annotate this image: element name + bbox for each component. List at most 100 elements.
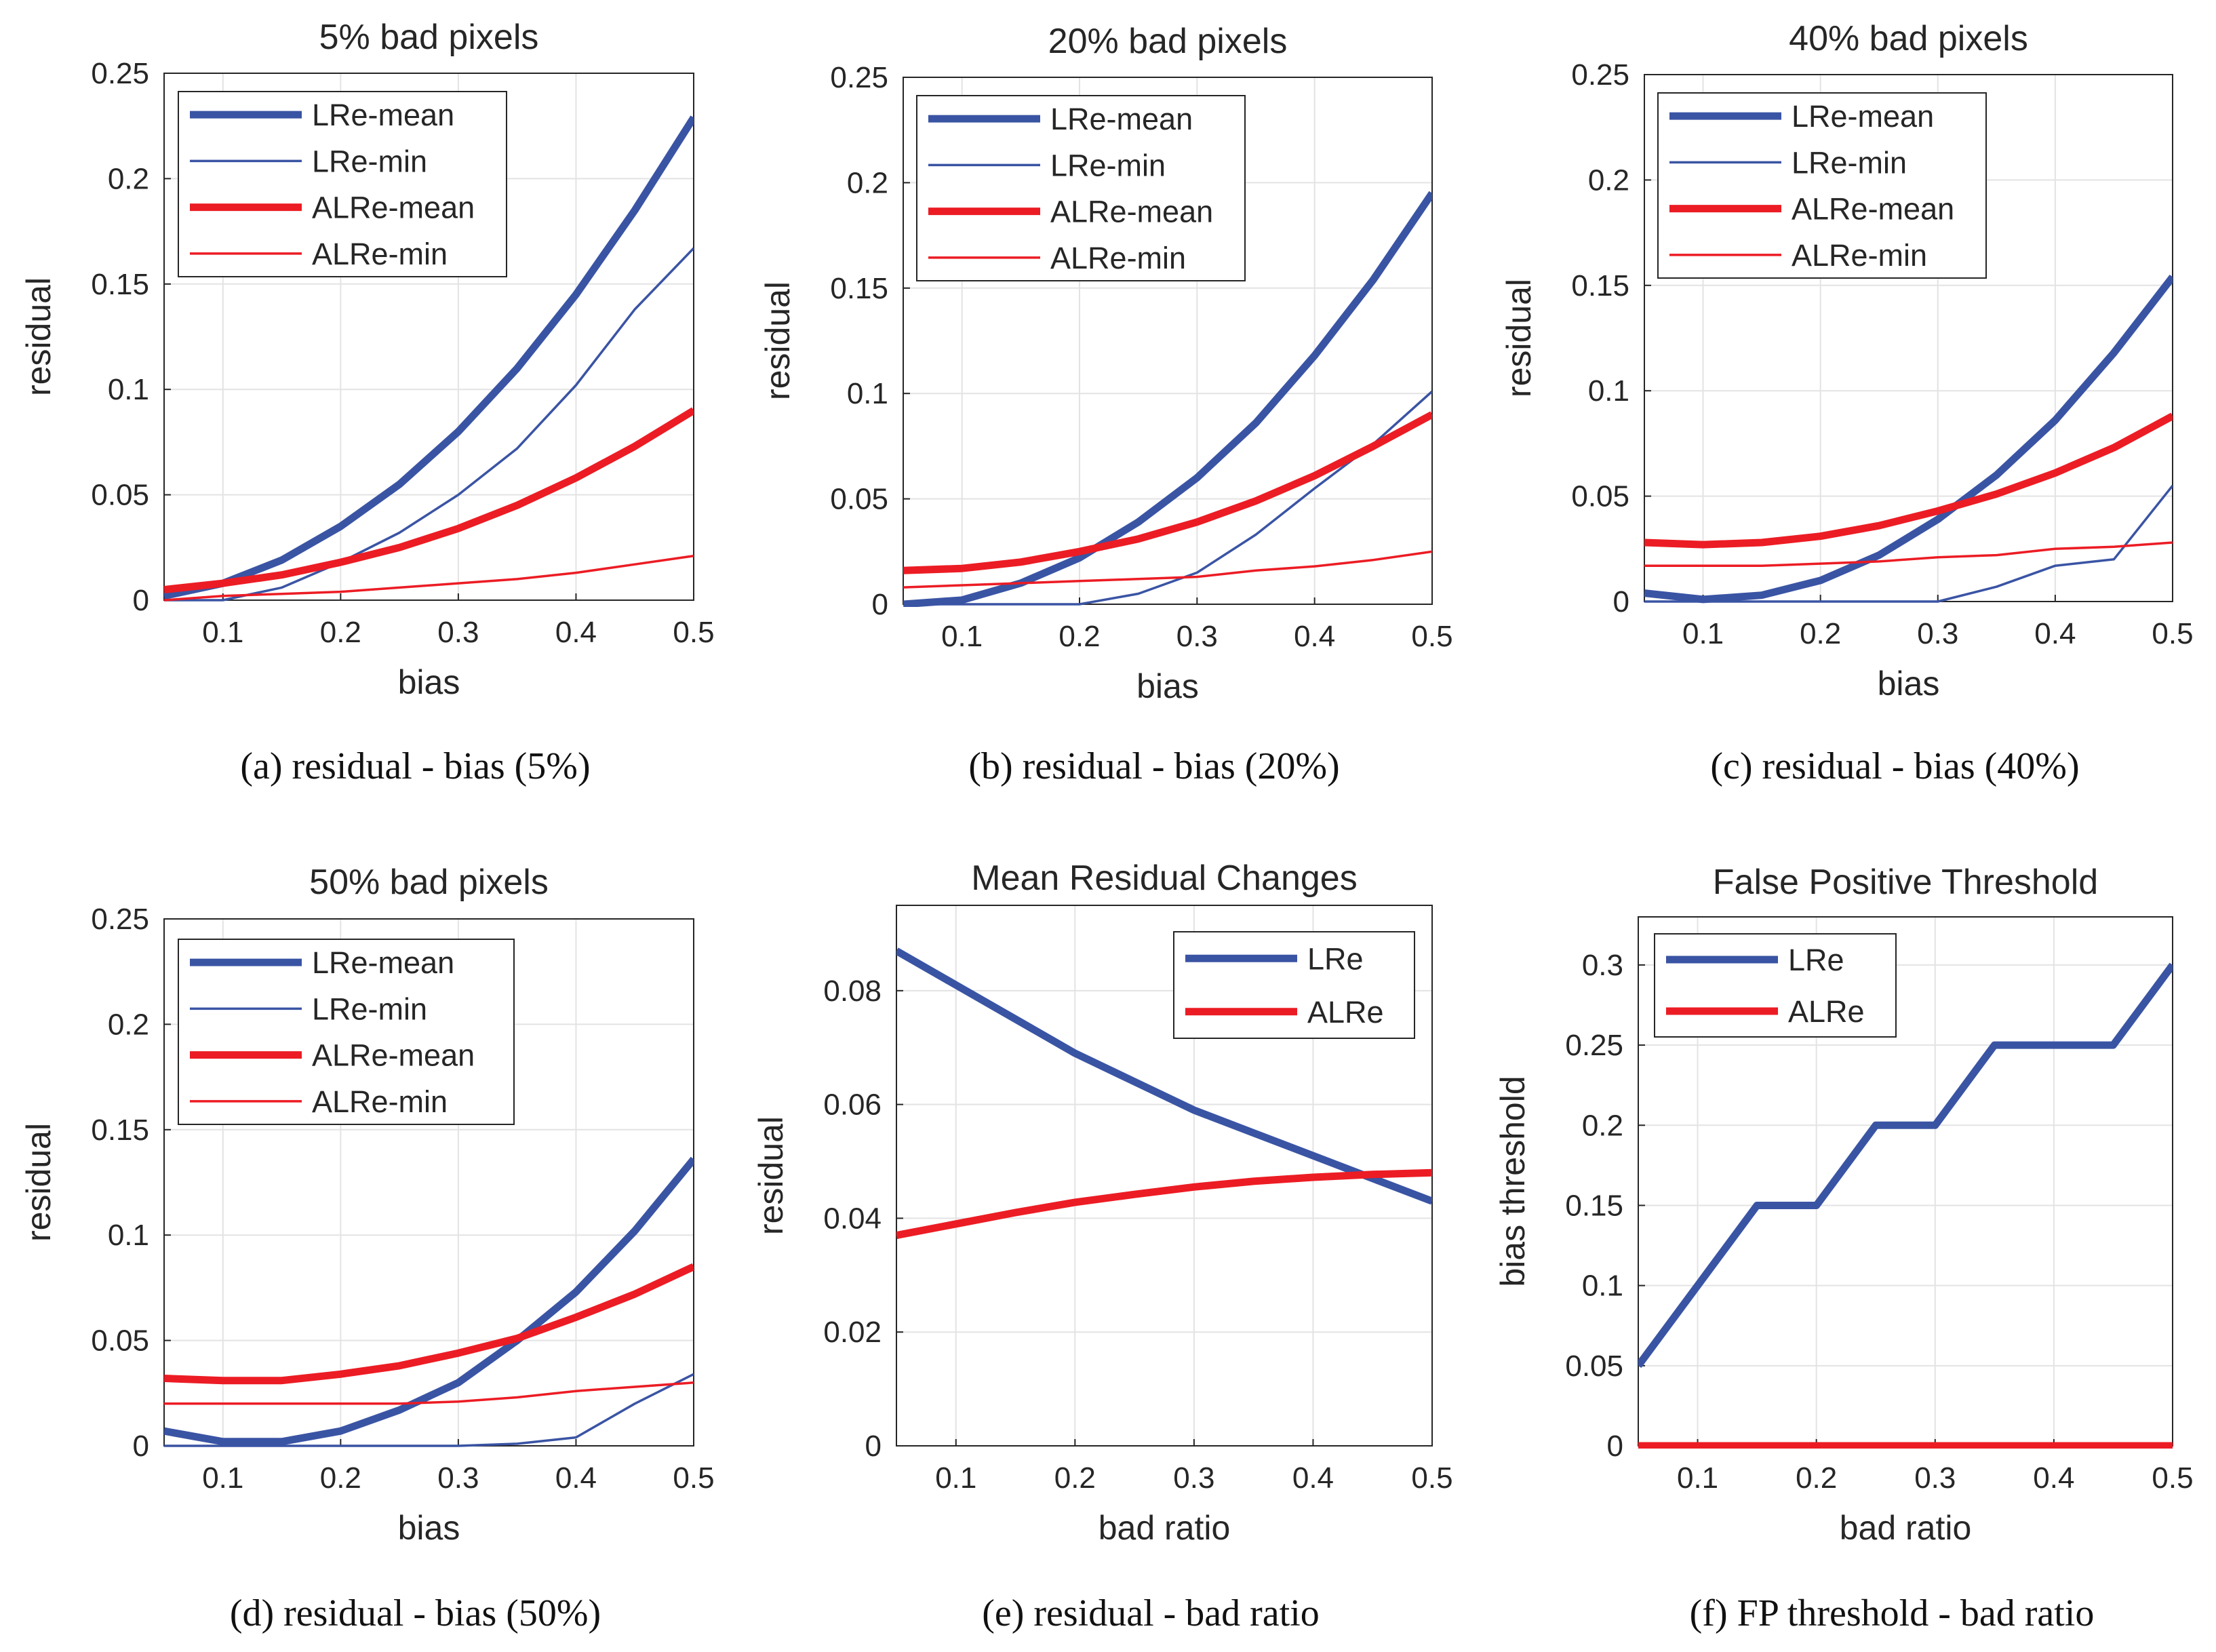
legend-label: LRe-mean	[312, 98, 454, 132]
chart-title: 5% bad pixels	[319, 18, 539, 57]
x-tick-label: 0.2	[1058, 620, 1100, 653]
y-tick-label: 0.15	[91, 1114, 149, 1147]
subfigure-caption: (c) residual - bias (40%)	[1710, 745, 2079, 787]
series-line-lre-mean	[164, 115, 694, 600]
y-tick-label: 0.1	[1588, 374, 1629, 408]
y-tick-label: 0.1	[1582, 1270, 1623, 1303]
y-axis-label: residual	[1500, 279, 1538, 397]
x-tick-label: 0.5	[2152, 617, 2193, 650]
y-tick-label: 0.3	[1582, 949, 1623, 982]
x-tick-label: 0.5	[1411, 620, 1452, 653]
x-tick-label: 0.5	[1411, 1461, 1452, 1495]
legend-label: ALRe	[1307, 995, 1384, 1029]
y-tick-label: 0.25	[830, 61, 888, 94]
legend-label: LRe-min	[1792, 145, 1907, 180]
x-tick-label: 0.1	[941, 620, 983, 653]
y-tick-label: 0.05	[830, 483, 888, 516]
chart-title: 40% bad pixels	[1789, 19, 2028, 58]
legend-box	[916, 95, 1246, 281]
y-tick-label: 0.05	[1571, 480, 1629, 513]
legend: LRe-mean LRe-min ALRe-mean ALRe-min	[178, 939, 515, 1125]
x-axis-label: bad ratio	[1099, 1509, 1231, 1547]
legend: LRe-mean LRe-min ALRe-mean ALRe-min	[178, 91, 507, 277]
y-axis-label: residual	[20, 277, 58, 396]
legend-label: LRe-mean	[312, 945, 454, 980]
y-tick-label: 0	[865, 1430, 882, 1463]
axes-box	[163, 73, 694, 601]
legend-label: ALRe-mean	[312, 191, 475, 225]
legend-label: ALRe-min	[312, 1084, 448, 1119]
y-tick-label: 0	[1607, 1430, 1623, 1463]
x-tick-label: 0.2	[320, 1461, 361, 1495]
legend-box	[178, 939, 515, 1125]
chart-panel-1: 0.1 0.2 0.3 0.4 0.5 0 0.05 0.1 0.15 0.2 0.25 5% bad…	[20, 18, 715, 787]
x-tick-label: 0.2	[1796, 1461, 1837, 1495]
y-tick-label: 0.2	[847, 166, 888, 199]
x-tick-label: 0.4	[555, 1461, 597, 1495]
y-tick-label: 0.1	[108, 373, 149, 406]
x-axis-label: bias	[1878, 665, 1940, 703]
series-line-alre-mean	[164, 1263, 694, 1385]
legend-label: LRe-min	[312, 991, 427, 1026]
x-tick-label: 0.2	[320, 616, 361, 649]
subfigure-caption: (d) residual - bias (50%)	[230, 1592, 601, 1634]
legend-label: ALRe-min	[1792, 238, 1927, 273]
y-tick-label: 0.1	[108, 1219, 149, 1252]
y-tick-label: 0	[872, 588, 888, 621]
x-tick-label: 0.1	[1682, 617, 1724, 650]
series-line-alre-min	[903, 550, 1432, 589]
y-tick-label: 0.1	[847, 377, 888, 410]
y-tick-label: 0.15	[830, 272, 888, 305]
y-tick-label: 0.25	[1565, 1029, 1623, 1062]
legend: LRe-mean LRe-min ALRe-mean ALRe-min	[1657, 92, 1987, 279]
x-axis-label: bias	[398, 663, 460, 701]
y-tick-label: 0.05	[1565, 1350, 1623, 1383]
chart-title: Mean Residual Changes	[971, 859, 1357, 898]
x-tick-label: 0.3	[1914, 1461, 1956, 1495]
legend-label: LRe-min	[312, 144, 427, 178]
subfigure-caption: (b) residual - bias (20%)	[968, 745, 1339, 787]
y-axis-label: residual	[759, 281, 797, 400]
x-tick-label: 0.5	[2152, 1461, 2193, 1495]
y-tick-label: 0.2	[1588, 163, 1629, 197]
legend-label: ALRe-min	[1050, 241, 1186, 275]
legend-label: ALRe	[1788, 994, 1865, 1029]
legend-label: LRe-mean	[1050, 102, 1193, 136]
legend-box	[178, 91, 507, 277]
y-tick-label: 0.06	[823, 1088, 882, 1122]
x-axis-label: bias	[398, 1509, 460, 1547]
y-tick-label: 0	[133, 584, 149, 617]
chart-title: False Positive Threshold	[1713, 863, 2098, 902]
x-axis-label: bad ratio	[1840, 1509, 1972, 1547]
x-tick-label: 0.1	[202, 616, 243, 649]
chart-panel-6: 0.1 0.2 0.3 0.4 0.5 0 0.05 0.1 0.15 0.2 0.25 0.3 Fal…	[1494, 863, 2194, 1634]
series-group	[164, 1156, 694, 1447]
series-line-alre-min	[164, 1381, 694, 1405]
series-line-lre-mean	[164, 1156, 694, 1446]
legend-label: ALRe-mean	[1050, 195, 1213, 229]
y-axis-label: bias threshold	[1494, 1076, 1532, 1286]
x-tick-label: 0.5	[673, 1461, 714, 1495]
legend: LRe ALRe	[1173, 931, 1415, 1039]
x-tick-label: 0.3	[1173, 1461, 1214, 1495]
x-tick-label: 0.3	[1176, 620, 1218, 653]
legend-label: LRe	[1788, 943, 1844, 977]
y-tick-label: 0.05	[91, 479, 149, 512]
y-tick-label: 0.15	[1571, 269, 1629, 302]
series-line-alre-mean	[164, 407, 694, 593]
x-tick-label: 0.1	[202, 1461, 243, 1495]
legend-label: LRe	[1307, 941, 1364, 976]
x-tick-label: 0.4	[1294, 620, 1335, 653]
legend: LRe ALRe	[1654, 933, 1897, 1038]
chart-panel-4: 0.1 0.2 0.3 0.4 0.5 0 0.05 0.1 0.15 0.2 0.25 50% ba…	[20, 863, 715, 1634]
y-tick-label: 0.02	[823, 1316, 882, 1349]
x-tick-label: 0.5	[673, 616, 714, 649]
legend-label: LRe-mean	[1792, 99, 1934, 134]
series-group	[903, 191, 1432, 607]
chart-title: 50% bad pixels	[309, 863, 549, 902]
x-tick-label: 0.4	[2034, 617, 2076, 650]
legend-label: ALRe-min	[312, 237, 448, 271]
series-line-lre-min	[1644, 485, 2173, 603]
y-axis-label: residual	[752, 1116, 790, 1235]
x-tick-label: 0.3	[437, 1461, 479, 1495]
